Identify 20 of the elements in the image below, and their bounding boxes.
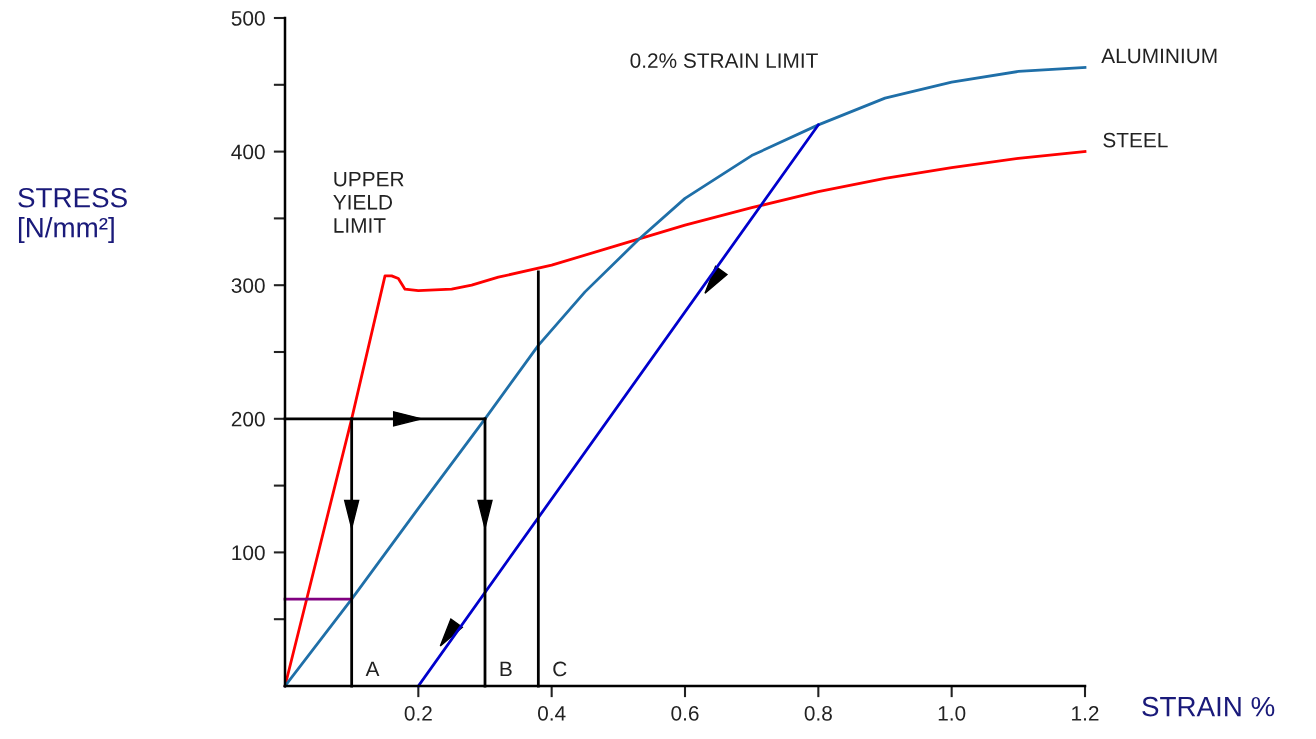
x-tick-label: 1.2 [1072,705,1099,721]
x-tick-label: 0.2 [404,705,432,721]
annotation: A [365,661,380,677]
y-axis-title: STRESS [N/mm²] [18,187,127,243]
y-tick-label: 100 [232,545,265,561]
y-tick-label: 400 [231,144,265,160]
annotation: UPPER YIELD LIMIT [333,171,404,233]
x-tick-label: 1.0 [938,705,966,721]
y-tick-label: 200 [231,411,265,427]
y-tick-label: 300 [231,278,265,293]
y-tick-label: 500 [231,11,265,26]
annotation: 0.2% STRAIN LIMIT [630,53,818,68]
annotation: B [500,661,512,677]
x-tick-label: 0.6 [671,705,699,721]
x-tick-label: 0.8 [804,705,832,721]
series-label: STEEL [1103,132,1168,148]
annotation: C [553,661,567,677]
series-label: ALUMINIUM [1101,48,1217,64]
x-axis-title: STRAIN % [1142,696,1275,717]
x-tick-label: 0.4 [538,705,566,721]
